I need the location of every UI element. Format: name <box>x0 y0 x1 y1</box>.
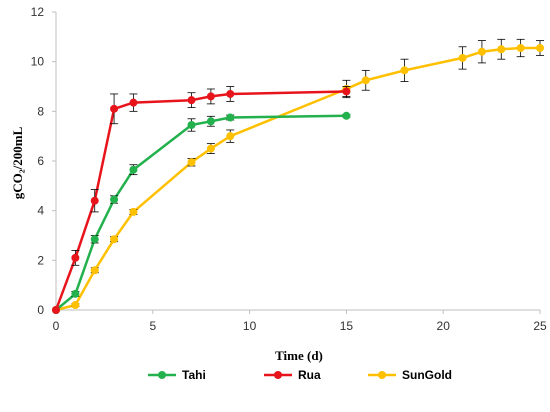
data-point-tahi <box>129 165 138 174</box>
data-point-rua <box>226 89 235 98</box>
legend-swatch-marker <box>158 371 166 379</box>
y-tick-label: 6 <box>37 154 44 168</box>
data-point-sungold <box>536 44 544 53</box>
data-point-tahi <box>110 195 119 204</box>
x-tick-label: 5 <box>149 319 156 333</box>
data-point-sungold <box>206 144 215 153</box>
data-point-sungold <box>361 76 370 85</box>
x-axis-title: Time (d) <box>275 348 323 363</box>
series-layer <box>52 38 544 314</box>
legend-label: SunGold <box>402 368 452 382</box>
x-tick-label: 15 <box>340 319 354 333</box>
y-tick-label: 12 <box>31 5 45 19</box>
legend-item-rua: Rua <box>264 368 321 382</box>
y-tick-label: 10 <box>31 55 45 69</box>
legend-label: Tahi <box>182 368 206 382</box>
y-axis-title: gCO₂/200mL <box>10 126 25 199</box>
x-tick-label: 10 <box>243 319 257 333</box>
y-tick-label: 8 <box>37 104 44 118</box>
data-point-tahi <box>206 117 215 126</box>
y-tick-label: 0 <box>37 303 44 317</box>
data-point-rua <box>129 98 138 107</box>
legend-swatch-marker <box>378 371 386 379</box>
data-point-sungold <box>516 44 525 53</box>
data-point-tahi <box>226 113 235 122</box>
y-axis-ticks: 0 2 4 6 8 10 12 <box>31 5 56 317</box>
series-rua <box>52 86 351 314</box>
data-point-tahi <box>71 289 80 298</box>
x-tick-label: 20 <box>437 319 451 333</box>
data-point-sungold <box>226 132 235 141</box>
legend-item-sungold: SunGold <box>368 368 452 382</box>
data-point-rua <box>342 87 351 96</box>
legend-swatch-marker <box>274 371 282 379</box>
data-point-sungold <box>187 158 196 167</box>
data-point-sungold <box>497 45 506 54</box>
data-point-sungold <box>458 53 467 62</box>
data-point-tahi <box>342 111 351 120</box>
data-point-sungold <box>90 266 99 275</box>
data-point-sungold <box>400 66 409 75</box>
data-point-rua <box>90 196 99 205</box>
data-point-sungold <box>477 47 486 56</box>
legend-item-tahi: Tahi <box>148 368 206 382</box>
data-point-tahi <box>90 235 99 244</box>
data-point-sungold <box>110 235 119 244</box>
series-tahi <box>52 111 351 314</box>
data-point-sungold <box>71 301 80 310</box>
legend: Tahi Rua SunGold <box>148 368 452 382</box>
data-point-rua <box>110 104 119 113</box>
data-point-rua <box>187 96 196 105</box>
y-tick-label: 4 <box>37 204 44 218</box>
x-tick-label: 0 <box>53 319 60 333</box>
legend-label: Rua <box>298 368 321 382</box>
series-sungold <box>52 38 544 314</box>
data-point-tahi <box>187 120 196 129</box>
data-point-rua <box>206 92 215 101</box>
series-line-sungold <box>55 46 540 312</box>
series-line-tahi <box>55 114 347 311</box>
y-tick-label: 2 <box>37 253 44 267</box>
x-axis-ticks: 0 5 10 15 20 25 <box>53 310 547 333</box>
data-point-sungold <box>129 207 138 216</box>
data-point-rua <box>71 253 80 262</box>
data-point-rua <box>52 306 60 314</box>
x-tick-label: 25 <box>533 319 547 333</box>
